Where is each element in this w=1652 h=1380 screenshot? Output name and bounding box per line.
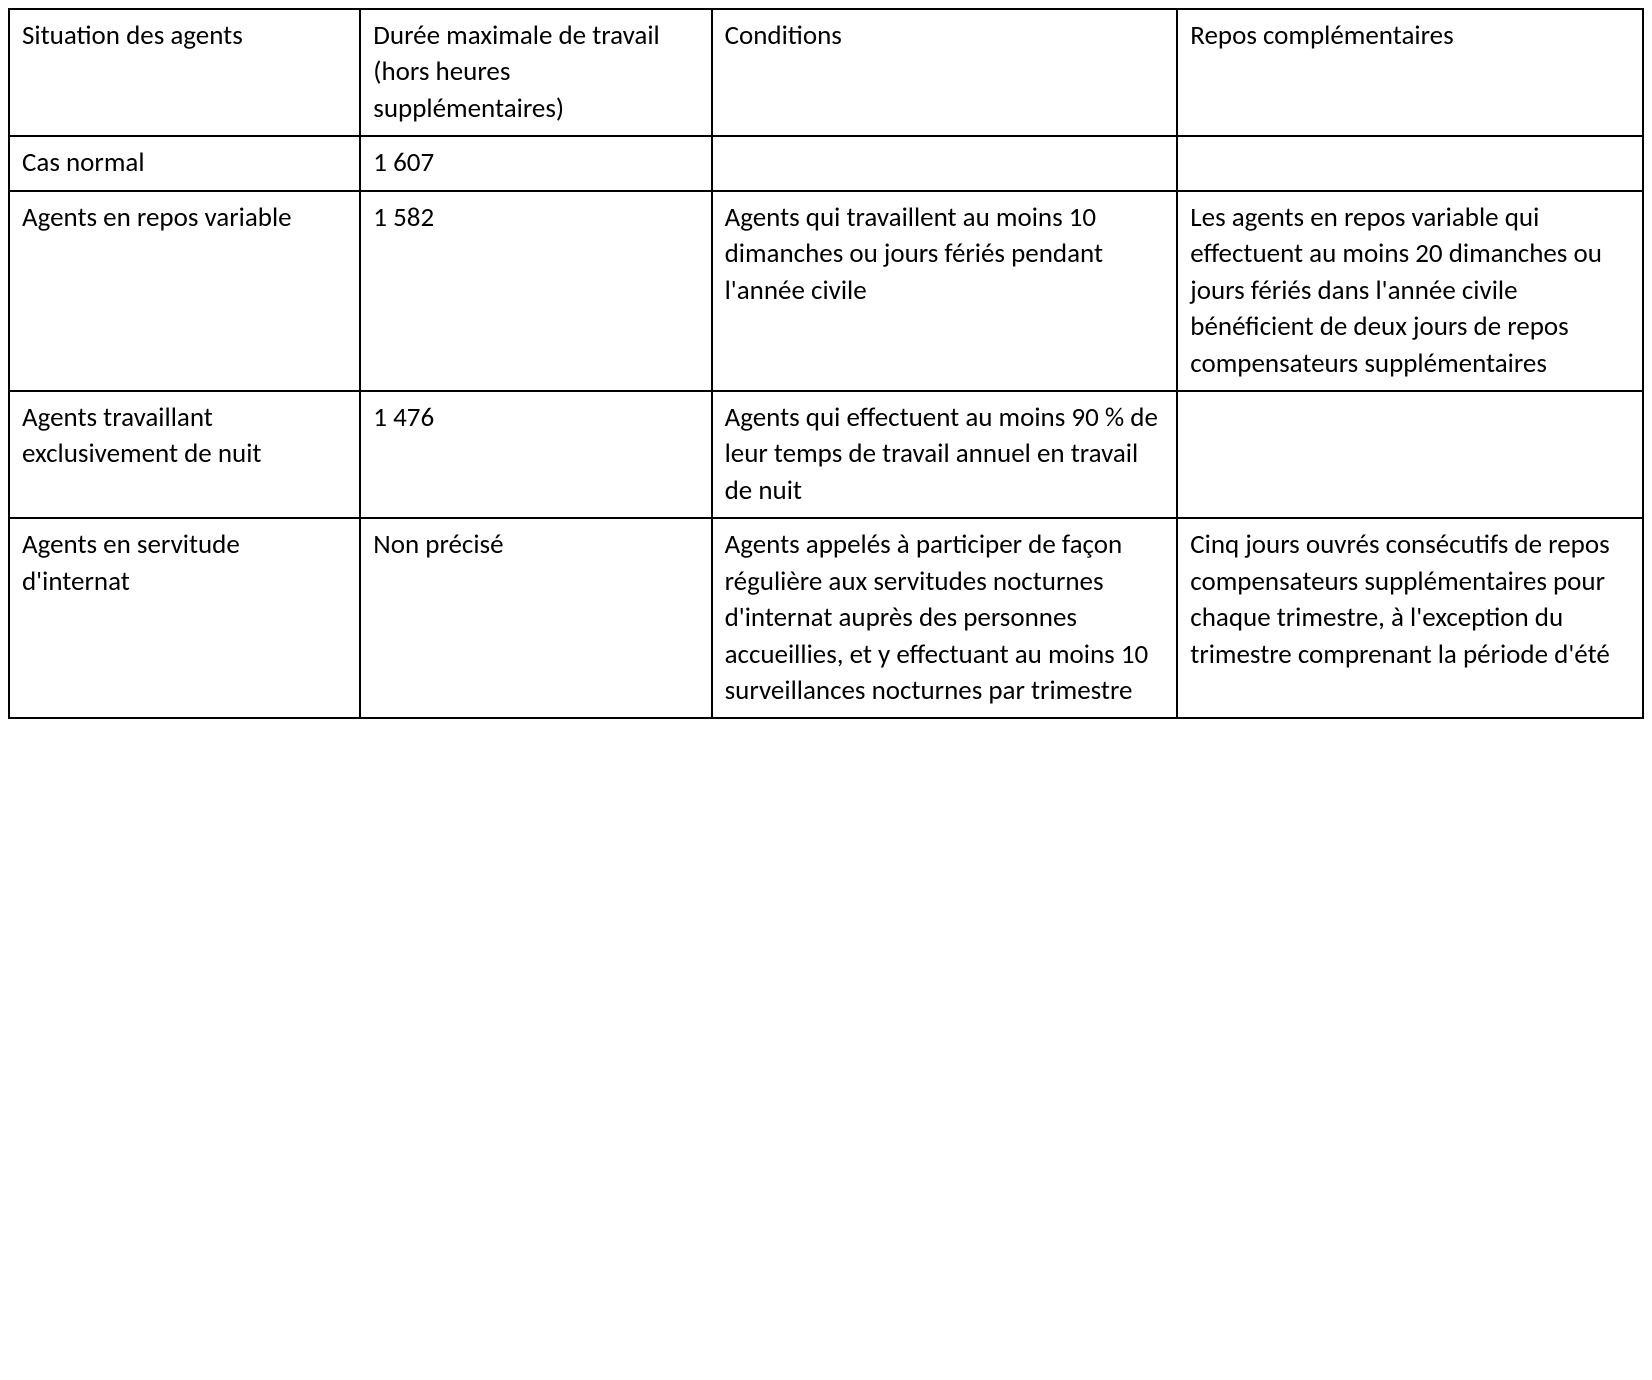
- cell-duree: 1 582: [360, 191, 711, 391]
- table-row: Agents travaillant exclusivement de nuit…: [9, 391, 1643, 518]
- cell-situation: Agents en repos variable: [9, 191, 360, 391]
- header-conditions: Conditions: [712, 9, 1178, 136]
- header-situation: Situation des agents: [9, 9, 360, 136]
- header-duree: Durée maximale de travail (hors heures s…: [360, 9, 711, 136]
- cell-conditions: Agents qui effectuent au moins 90 % de l…: [712, 391, 1178, 518]
- table-row: Agents en servitude d'internat Non préci…: [9, 518, 1643, 718]
- cell-duree: 1 476: [360, 391, 711, 518]
- table-header-row: Situation des agents Durée maximale de t…: [9, 9, 1643, 136]
- cell-situation: Agents en servitude d'internat: [9, 518, 360, 718]
- cell-situation: Cas normal: [9, 136, 360, 190]
- cell-repos: Les agents en repos variable qui effectu…: [1177, 191, 1643, 391]
- cell-duree: Non précisé: [360, 518, 711, 718]
- cell-repos: [1177, 391, 1643, 518]
- table-row: Agents en repos variable 1 582 Agents qu…: [9, 191, 1643, 391]
- cell-conditions: Agents qui travaillent au moins 10 diman…: [712, 191, 1178, 391]
- cell-conditions: Agents appelés à participer de façon rég…: [712, 518, 1178, 718]
- table-row: Cas normal 1 607: [9, 136, 1643, 190]
- cell-repos: Cinq jours ouvrés consécutifs de repos c…: [1177, 518, 1643, 718]
- cell-situation: Agents travaillant exclusivement de nuit: [9, 391, 360, 518]
- cell-duree: 1 607: [360, 136, 711, 190]
- cell-conditions: [712, 136, 1178, 190]
- cell-repos: [1177, 136, 1643, 190]
- agents-work-duration-table: Situation des agents Durée maximale de t…: [8, 8, 1644, 719]
- header-repos: Repos complémentaires: [1177, 9, 1643, 136]
